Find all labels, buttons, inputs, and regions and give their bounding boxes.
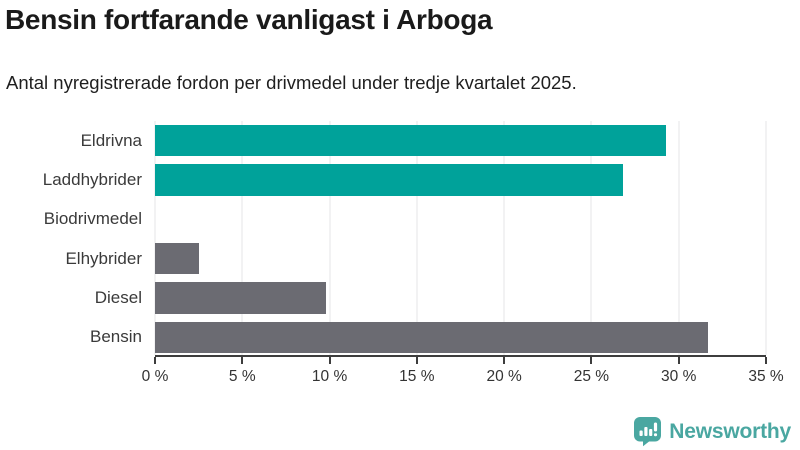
chart-title: Bensin fortfarande vanligast i Arboga [5, 4, 493, 35]
category-label: Bensin [90, 327, 142, 347]
gridline [678, 121, 680, 355]
bar-chart: Eldrivna Laddhybrider Biodrivmedel Elhybrid… [8, 121, 784, 399]
x-axis-tick-label: 5 % [228, 368, 256, 385]
x-axis-tick [328, 357, 331, 364]
bar-diesel [155, 282, 327, 314]
x-axis-tick-label: 10 % [311, 368, 348, 385]
plot-wrap: 0 % 5 % 10 % 15 % 20 % 25 % 30 % 35 % [142, 121, 784, 399]
bar-chart-speech-bubble-icon [634, 417, 662, 447]
x-axis-tick-label: 15 % [399, 368, 435, 385]
bar-bensin [155, 321, 709, 354]
x-axis-tick [154, 357, 156, 364]
x-axis: 0 % 5 % 10 % 15 % 20 % 25 % 30 % 35 % [142, 357, 784, 399]
newsworthy-logo: Newsworthy [633, 416, 791, 447]
bar-eldrivna [155, 124, 667, 157]
gridline [765, 121, 767, 355]
category-label: Elhybrider [65, 248, 142, 268]
x-axis-tick-label: 25 % [573, 368, 610, 385]
category-label: Laddhybrider [42, 169, 142, 189]
gridline [329, 121, 331, 355]
brand-name: Newsworthy [669, 419, 791, 443]
gridline [416, 121, 418, 355]
gridline [154, 121, 156, 355]
x-axis-tick [241, 357, 244, 364]
bar-laddhybrider [155, 164, 623, 196]
x-axis-tick [677, 357, 680, 364]
gridline [503, 121, 505, 355]
chart-subtitle: Antal nyregistrerade fordon per drivmede… [6, 72, 577, 93]
x-axis-tick [590, 357, 593, 364]
category-label: Biodrivmedel [43, 209, 142, 229]
x-axis-tick-label: 35 % [748, 368, 784, 385]
category-label: Diesel [94, 287, 142, 307]
y-axis-labels: Eldrivna Laddhybrider Biodrivmedel Elhybrid… [8, 121, 155, 399]
x-axis-tick-label: 20 % [486, 368, 522, 385]
x-axis-tick [415, 357, 418, 364]
bar-elhybrider [155, 242, 199, 275]
x-axis-tick [765, 357, 767, 364]
gridline [590, 121, 592, 355]
plot-area [154, 121, 767, 357]
x-axis-tick [503, 357, 506, 364]
category-label: Eldrivna [80, 130, 142, 150]
gridline [241, 121, 243, 355]
x-axis-tick-label: 30 % [661, 368, 697, 385]
x-axis-tick-label: 0 % [141, 368, 169, 385]
